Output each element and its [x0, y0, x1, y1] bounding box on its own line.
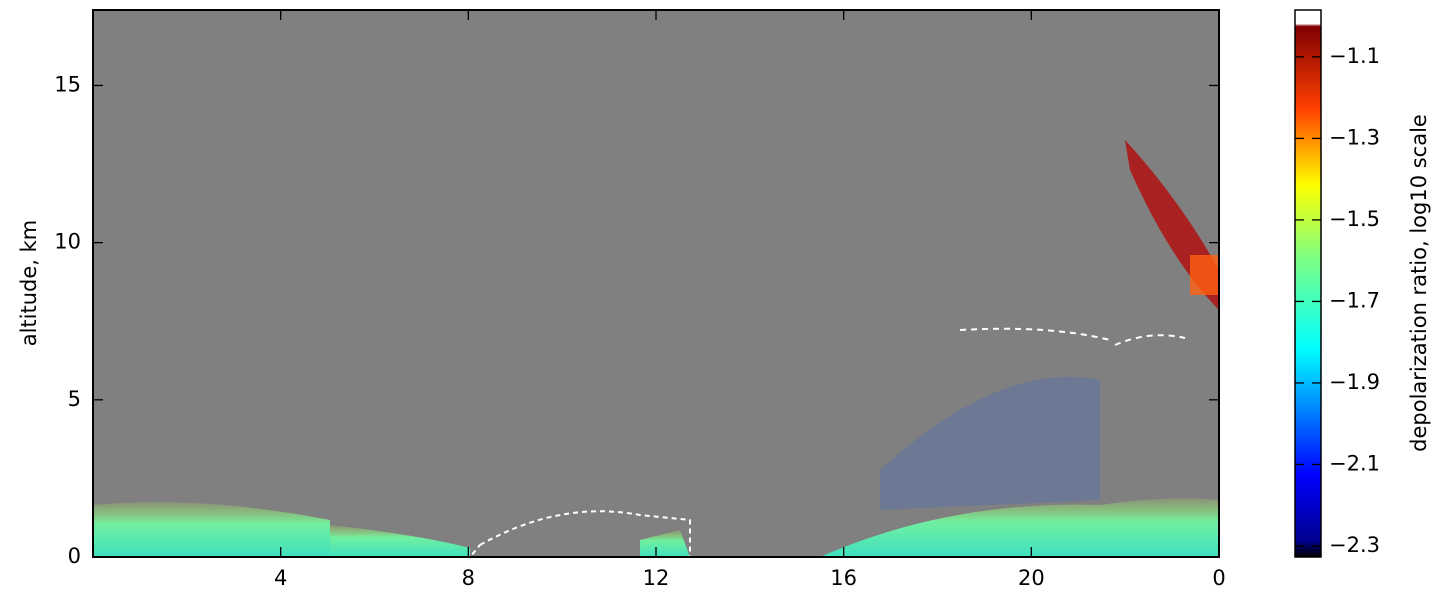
x-tick-label: 12	[643, 566, 670, 590]
x-tick-label: 20	[1018, 566, 1045, 590]
y-tick-label: 0	[68, 544, 81, 568]
x-tick-label: 4	[274, 566, 287, 590]
aerosol-layer	[330, 525, 470, 557]
colorbar-tick-label: −1.9	[1329, 370, 1380, 394]
x-tick-label: 16	[830, 566, 857, 590]
colorbar-tick-label: −2.3	[1329, 533, 1380, 557]
x-tick-label: 0	[1212, 566, 1225, 590]
y-tick-label: 10	[54, 230, 81, 254]
cloud-contour	[467, 510, 691, 558]
cloud-contour	[959, 327, 1186, 346]
plot-area	[93, 10, 1219, 557]
colorbar-label: depolarization ratio, log10 scale	[1407, 114, 1431, 452]
aerosol-layer	[93, 502, 330, 557]
colorbar-tick-label: −1.1	[1329, 44, 1380, 68]
y-tick-label: 15	[54, 72, 81, 96]
x-tick-label: 8	[462, 566, 475, 590]
y-axis-label: altitude, km	[17, 220, 41, 347]
colorbar-tick-label: −1.5	[1329, 207, 1380, 231]
colorbar	[1294, 9, 1322, 558]
aerosol-layer	[640, 530, 690, 557]
colorbar-tick-label: −1.3	[1329, 125, 1380, 149]
colorbar-tick-label: −1.7	[1329, 288, 1380, 312]
scatter-region	[880, 376, 1100, 510]
aerosol-layer	[820, 498, 1219, 557]
cirrus-cloud	[1190, 255, 1219, 295]
y-tick-label: 5	[68, 387, 81, 411]
colorbar-tick-label: −2.1	[1329, 451, 1380, 475]
